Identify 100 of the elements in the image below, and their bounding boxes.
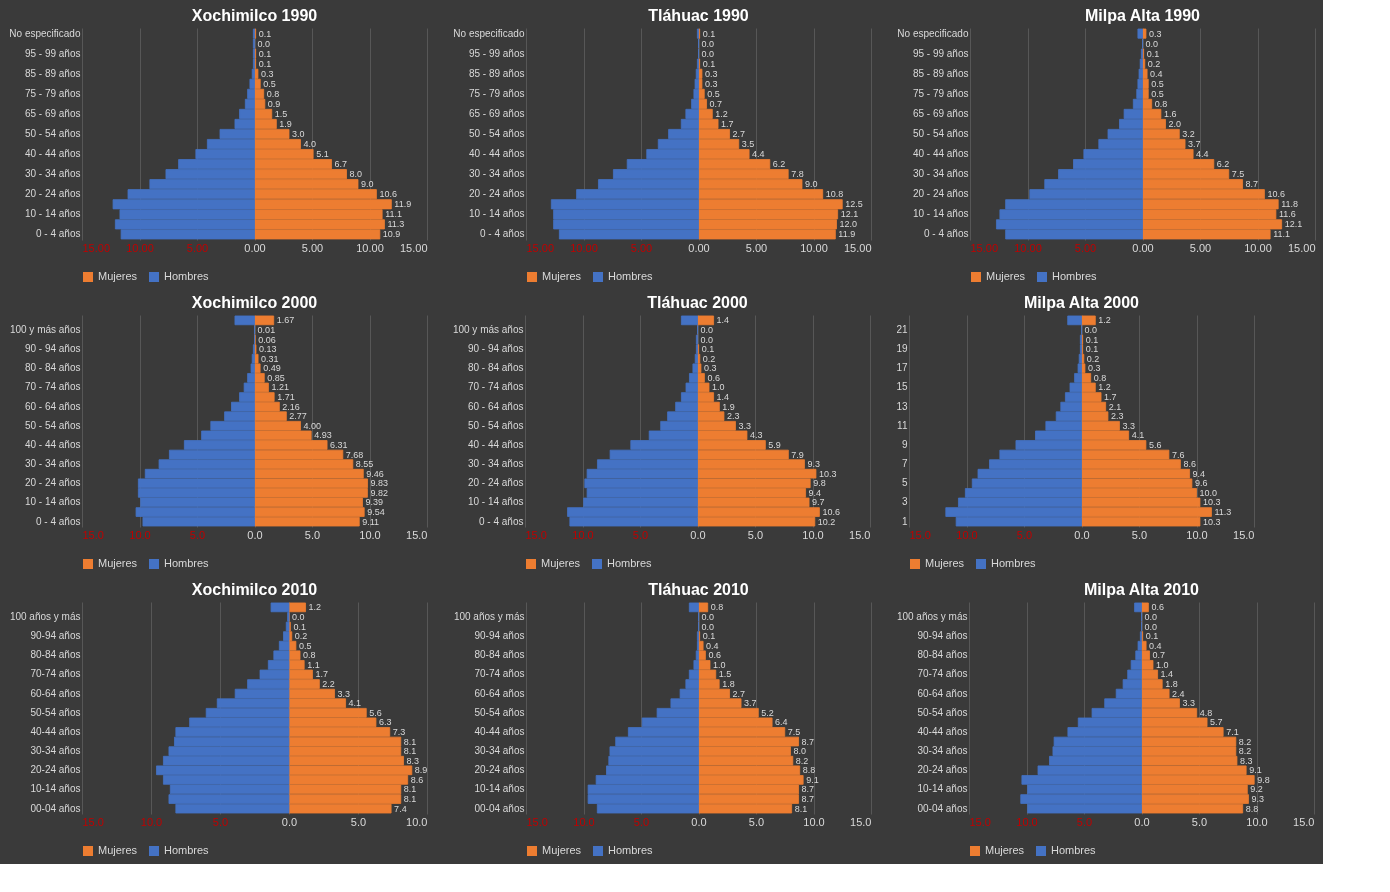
data-label: 0.3 bbox=[1087, 363, 1101, 374]
y-tick-label: No especificado bbox=[453, 27, 525, 39]
data-label: 9.1 bbox=[806, 774, 819, 785]
x-tick-label: 5.0 bbox=[1191, 815, 1208, 828]
x-tick-label: 15.0 bbox=[849, 528, 871, 541]
data-label: 6.3 bbox=[378, 717, 392, 728]
y-tick-label: 100 y más años bbox=[452, 323, 524, 335]
data-label: 8.7 bbox=[801, 736, 815, 747]
chart-title: Milpa Alta 1990 bbox=[1084, 7, 1201, 24]
data-label: 0.13 bbox=[258, 344, 277, 355]
data-label: 11.8 bbox=[1281, 199, 1299, 210]
y-tick-label: 00-04 años bbox=[30, 802, 81, 814]
data-label: 0.7 bbox=[709, 98, 723, 109]
y-tick-label: 7 bbox=[901, 458, 908, 470]
x-tick-label: 10.0 bbox=[573, 815, 595, 828]
x-tick-label: 15.00 bbox=[843, 241, 872, 254]
data-label: 8.8 bbox=[1245, 803, 1259, 814]
x-tick-label: 0.0 bbox=[691, 815, 707, 828]
data-label: 1.9 bbox=[722, 401, 735, 412]
data-label: 0.0 bbox=[701, 48, 715, 59]
y-tick-label: 30 - 34 años bbox=[24, 168, 81, 180]
x-tick-label: 15.00 bbox=[970, 241, 999, 254]
y-tick-label: 20 - 24 años bbox=[468, 188, 525, 200]
data-label: 10.2 bbox=[817, 516, 836, 527]
data-label: 4.8 bbox=[1199, 707, 1213, 718]
x-tick-label: 10.00 bbox=[356, 241, 384, 254]
x-tick-label: 10.00 bbox=[1244, 241, 1272, 254]
x-tick-label: 10.0 bbox=[802, 528, 824, 541]
data-label: 0.2 bbox=[1147, 58, 1161, 69]
x-tick-label: 15.00 bbox=[399, 241, 428, 254]
data-label: 1.2 bbox=[715, 108, 728, 119]
y-tick-label: 40 - 44 años bbox=[24, 148, 81, 160]
data-label: 0.1 bbox=[293, 621, 306, 632]
x-tick-label: 5.0 bbox=[633, 815, 650, 828]
data-label: 1.8 bbox=[722, 679, 735, 690]
data-label: 3.3 bbox=[738, 420, 751, 431]
y-tick-label: 19 bbox=[896, 343, 908, 355]
data-label: 5.9 bbox=[768, 439, 781, 450]
x-tick-label: 10.0 bbox=[1186, 528, 1208, 541]
x-tick-label: 10.0 bbox=[140, 815, 163, 828]
y-tick-label: 80 - 84 años bbox=[467, 362, 524, 374]
data-label: 8.8 bbox=[802, 765, 816, 776]
data-label: 2.0 bbox=[1168, 118, 1182, 129]
legend-label: Hombres bbox=[991, 557, 1037, 569]
data-label: 9.6 bbox=[1194, 478, 1208, 489]
x-tick-label: 15.0 bbox=[406, 528, 428, 541]
data-label: 0.0 bbox=[1084, 324, 1098, 335]
data-label: 0.3 bbox=[704, 78, 718, 89]
data-label: 9.4 bbox=[808, 487, 822, 498]
data-label: 5.1 bbox=[316, 149, 329, 160]
x-tick-label: 5.0 bbox=[1016, 528, 1033, 541]
data-label: 0.0 bbox=[700, 334, 714, 345]
data-label: 0.8 bbox=[1093, 372, 1107, 383]
y-tick-label: 60-64 años bbox=[474, 687, 525, 699]
data-label: 9.1 bbox=[1249, 765, 1262, 776]
y-tick-label: 50-54 años bbox=[30, 706, 81, 718]
data-label: 8.1 bbox=[403, 746, 417, 757]
x-tick-label: 0.00 bbox=[244, 241, 266, 254]
data-label: 0.0 bbox=[701, 38, 715, 49]
y-tick-label: 30 - 34 años bbox=[467, 458, 524, 470]
x-tick-label: 15.00 bbox=[82, 241, 111, 254]
data-label: 0.0 bbox=[1144, 621, 1158, 632]
x-tick-label: 10.0 bbox=[129, 528, 151, 541]
y-tick-label: 80-84 años bbox=[917, 649, 968, 661]
y-tick-label: 90-94 años bbox=[917, 630, 968, 642]
data-label: 6.2 bbox=[772, 159, 786, 170]
data-label: 0.1 bbox=[258, 58, 272, 69]
x-tick-label: 10.00 bbox=[1014, 241, 1042, 254]
y-tick-label: 30 - 34 años bbox=[912, 168, 969, 180]
legend-label: Mujeres bbox=[98, 557, 138, 569]
y-tick-label: 95 - 99 años bbox=[912, 47, 969, 59]
data-label: 7.5 bbox=[1231, 169, 1245, 180]
y-tick-label: 65 - 69 años bbox=[912, 107, 969, 119]
data-label: 7.9 bbox=[791, 449, 804, 460]
data-label: 2.16 bbox=[282, 401, 300, 412]
y-tick-label: 40 - 44 años bbox=[467, 438, 524, 450]
data-label: 5.6 bbox=[369, 707, 382, 718]
data-label: 12.1 bbox=[840, 209, 859, 220]
data-label: 9.8 bbox=[1257, 774, 1270, 785]
data-label: 2.77 bbox=[289, 411, 307, 422]
data-label: 7.1 bbox=[1226, 726, 1239, 737]
y-tick-label: 20 - 24 años bbox=[24, 188, 81, 200]
x-tick-label: 5.0 bbox=[747, 528, 764, 541]
data-label: 1.4 bbox=[1160, 669, 1174, 680]
y-tick-label: 0 - 4 años bbox=[480, 228, 525, 240]
x-tick-label: 5.00 bbox=[1189, 241, 1212, 254]
data-label: 3.7 bbox=[1188, 139, 1201, 150]
data-label: 1.0 bbox=[712, 382, 725, 393]
data-label: 10.8 bbox=[825, 189, 844, 200]
y-tick-label: 11 bbox=[897, 419, 908, 431]
x-tick-label: 10.0 bbox=[956, 528, 978, 541]
y-tick-label: 80-84 años bbox=[474, 649, 525, 661]
data-label: 1.4 bbox=[716, 392, 730, 403]
x-tick-label: 15.00 bbox=[1287, 241, 1316, 254]
y-tick-label: 30 - 34 años bbox=[468, 168, 525, 180]
chart-title: Milpa Alta 2000 bbox=[1023, 293, 1140, 311]
data-label: 1.1 bbox=[307, 659, 320, 670]
data-label: 1.5 bbox=[718, 669, 732, 680]
data-label: 4.1 bbox=[348, 698, 362, 709]
data-label: 6.4 bbox=[775, 717, 788, 728]
